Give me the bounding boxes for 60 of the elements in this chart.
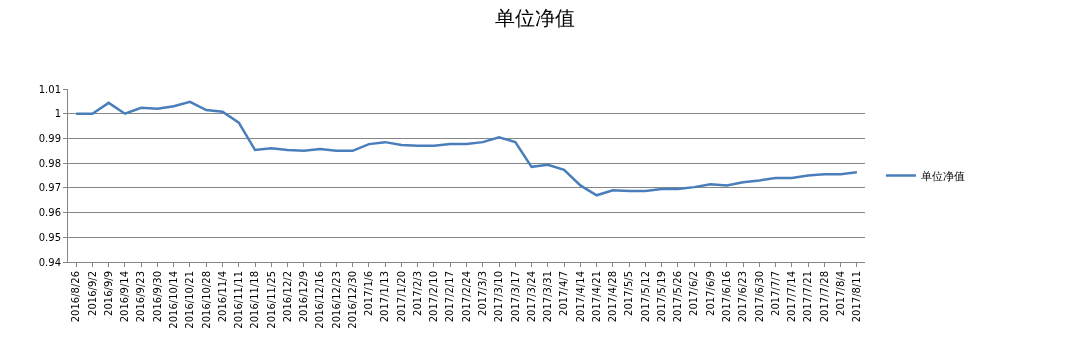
x-tick-label: 2017/8/11 (851, 271, 863, 323)
y-tick-label: 1.01 (38, 83, 61, 95)
x-tick-label: 2017/8/4 (834, 271, 846, 316)
x-tick-label: 2017/7/28 (818, 271, 830, 323)
x-tick-label: 2016/9/9 (102, 271, 114, 316)
x-tick-label: 2016/10/28 (200, 271, 212, 329)
x-tick-label: 2016/12/2 (281, 271, 293, 323)
x-tick-label: 2017/2/17 (444, 271, 456, 323)
x-tick-label: 2017/2/24 (460, 271, 472, 323)
chart-title: 单位净值 (494, 5, 575, 30)
x-tick-label: 2016/12/23 (330, 271, 342, 329)
y-tick-label: 0.96 (38, 207, 61, 219)
x-tick-label: 2016/9/23 (135, 271, 147, 323)
x-tick-label: 2017/1/20 (395, 271, 407, 323)
x-tick-label: 2016/11/25 (265, 271, 277, 329)
x-tick-label: 2017/5/5 (623, 271, 635, 316)
y-tick-label: 0.97 (38, 182, 61, 194)
x-tick-label: 2017/4/21 (590, 271, 602, 323)
x-tick-label: 2017/2/3 (411, 271, 423, 316)
x-tick-label: 2017/3/31 (542, 271, 554, 323)
x-tick-label: 2016/12/9 (298, 271, 310, 323)
x-tick-label: 2016/12/30 (346, 271, 358, 329)
x-tick-label: 2017/6/16 (720, 271, 732, 323)
y-tick-label: 1 (54, 108, 61, 120)
x-tick-label: 2017/7/21 (802, 271, 814, 323)
y-tick-label: 0.98 (38, 157, 61, 169)
x-tick-label: 2017/2/10 (428, 271, 440, 323)
x-tick-label: 2017/4/14 (574, 271, 586, 323)
x-tick-label: 2017/5/26 (672, 271, 684, 323)
x-tick-label: 2017/1/13 (379, 271, 391, 323)
y-tick-label: 0.95 (38, 231, 61, 243)
x-tick-label: 2017/7/14 (786, 271, 798, 323)
x-tick-label: 2016/12/16 (314, 271, 326, 329)
x-tick-label: 2017/3/24 (525, 271, 537, 323)
x-tick-label: 2016/9/2 (86, 271, 98, 316)
y-tick-label: 0.94 (38, 256, 61, 268)
x-tick-label: 2017/3/17 (509, 271, 521, 323)
legend-label: 单位净值 (920, 169, 965, 183)
x-tick-label: 2017/7/7 (769, 271, 781, 316)
x-tick-label: 2017/4/28 (607, 271, 619, 323)
x-tick-label: 2016/8/26 (70, 271, 82, 323)
x-tick-label: 2016/11/11 (233, 271, 245, 329)
x-tick-label: 2016/9/30 (151, 271, 163, 323)
x-tick-label: 2016/10/14 (167, 271, 179, 329)
x-tick-label: 2016/11/4 (216, 271, 228, 323)
x-tick-label: 2017/6/2 (688, 271, 700, 316)
x-tick-label: 2016/10/21 (184, 271, 196, 329)
x-tick-label: 2017/4/7 (558, 271, 570, 316)
line-series (74, 100, 859, 197)
x-tick-label: 2017/5/19 (655, 271, 667, 323)
x-tick-label: 2016/11/18 (249, 271, 261, 329)
x-tick-label: 2016/9/14 (119, 271, 131, 323)
x-tick-label: 2017/1/6 (363, 271, 375, 316)
x-tick-label: 2017/3/3 (477, 271, 489, 316)
x-tick-label: 2017/5/12 (639, 271, 651, 323)
x-tick-label: 2017/6/30 (753, 271, 765, 323)
x-tick-label: 2017/6/9 (704, 271, 716, 316)
y-tick-label: 0.99 (38, 132, 61, 144)
x-tick-label: 2017/3/10 (493, 271, 505, 323)
x-tick-label: 2017/6/23 (737, 271, 749, 323)
